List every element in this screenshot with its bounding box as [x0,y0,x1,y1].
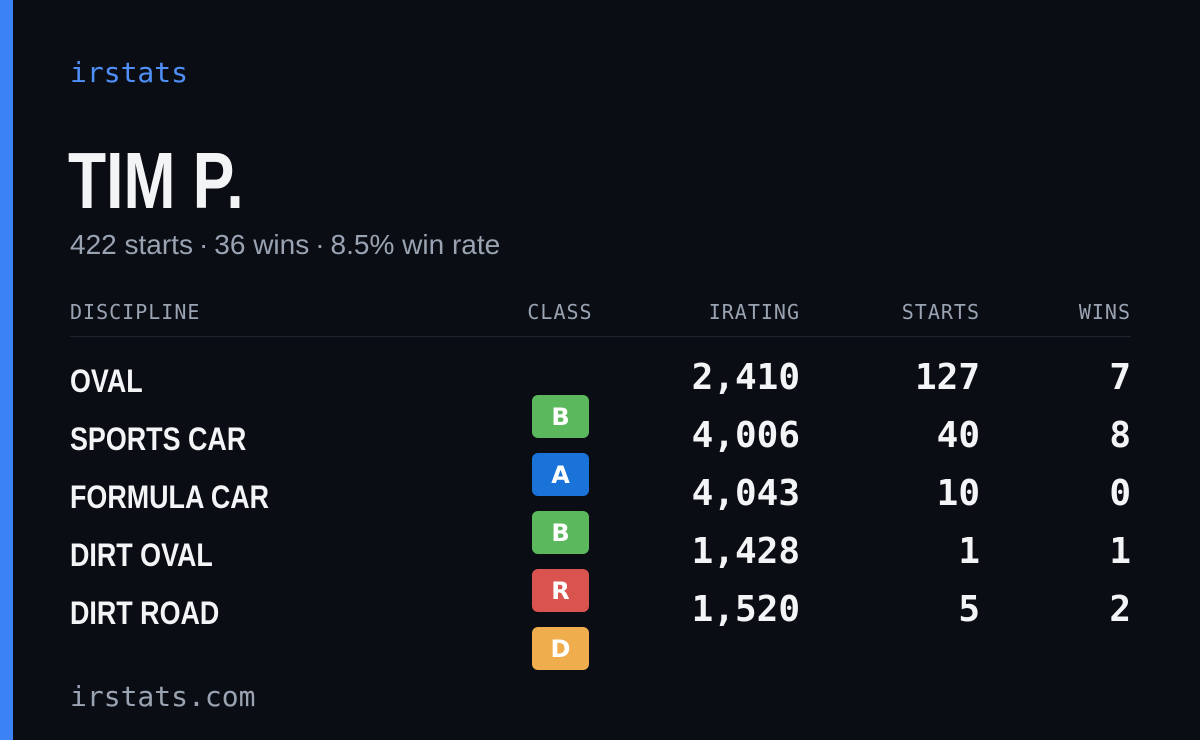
player-summary: 422 starts · 36 wins · 8.5% win rate [70,228,500,262]
starts-value: 1 [958,531,980,572]
starts-value: 5 [958,589,980,630]
winrate-summary: 8.5% win rate [330,229,501,260]
starts-value: 127 [914,357,980,398]
footer-url: irstats.com [70,680,256,713]
summary-separator: · [198,229,209,260]
table-row: SPORTS CAR A 4,006 40 8 [70,395,1131,496]
discipline-name: SPORTS CAR [70,421,247,457]
wins-value: 2 [1109,589,1131,630]
wins-value: 7 [1109,357,1131,398]
table-body: OVAL B 2,410 127 7 SPORTS CAR A 4,006 40… [70,337,1131,670]
column-header-discipline: DISCIPLINE [70,300,201,324]
discipline-name: FORMULA CAR [70,479,270,515]
brand-logo-text: irstats [70,56,189,89]
column-header-irating: IRATING [708,300,800,324]
license-class-badge: B [532,511,589,554]
player-name: TIM P. [68,136,244,225]
table-row: DIRT ROAD D 1,520 5 2 [70,569,1131,670]
irating-value: 2,410 [691,357,800,398]
license-class-badge: B [532,395,589,438]
wins-value: 0 [1109,473,1131,514]
irating-value: 4,043 [691,473,800,514]
discipline-name: OVAL [70,363,143,399]
summary-separator: · [315,229,325,260]
starts-summary: 422 starts [70,229,193,260]
license-class-badge: A [532,453,589,496]
wins-value: 8 [1109,415,1131,456]
column-header-wins: WINS [1078,300,1131,324]
wins-summary: 36 wins [214,229,310,260]
column-header-starts: STARTS [901,300,980,324]
table-row: DIRT OVAL R 1,428 1 1 [70,511,1131,612]
irating-value: 1,520 [691,589,800,630]
wins-value: 1 [1109,531,1131,572]
table-row: FORMULA CAR B 4,043 10 0 [70,453,1131,554]
license-class-badge: D [532,627,589,670]
table-header: DISCIPLINE CLASS IRATING STARTS WINS [70,296,1131,337]
discipline-stats-table: DISCIPLINE CLASS IRATING STARTS WINS OVA… [70,296,1131,670]
irating-value: 1,428 [691,531,800,572]
accent-bar [0,0,13,740]
discipline-name: DIRT ROAD [70,595,220,631]
license-class-badge: R [532,569,589,612]
starts-value: 40 [936,415,980,456]
table-row: OVAL B 2,410 127 7 [70,337,1131,438]
discipline-name: DIRT OVAL [70,537,213,573]
irating-value: 4,006 [691,415,800,456]
starts-value: 10 [936,473,980,514]
column-header-class: CLASS [527,300,593,324]
